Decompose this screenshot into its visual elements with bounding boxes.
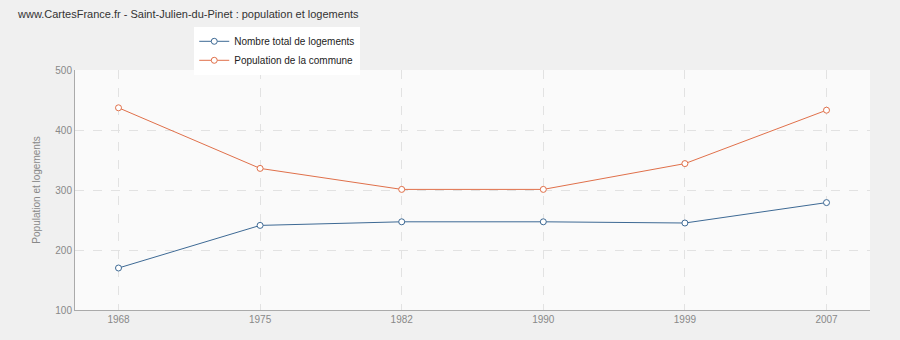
svg-text:Population et logements: Population et logements [31, 136, 42, 243]
svg-text:Population de la commune: Population de la commune [234, 55, 353, 66]
svg-text:1999: 1999 [674, 314, 697, 325]
svg-text:1990: 1990 [532, 314, 555, 325]
svg-text:200: 200 [55, 245, 72, 256]
svg-text:500: 500 [55, 65, 72, 76]
svg-text:400: 400 [55, 125, 72, 136]
svg-text:Nombre total de logements: Nombre total de logements [234, 36, 354, 47]
svg-text:1975: 1975 [249, 314, 272, 325]
svg-text:1982: 1982 [391, 314, 414, 325]
svg-text:2007: 2007 [815, 314, 838, 325]
svg-text:1968: 1968 [107, 314, 130, 325]
svg-text:300: 300 [55, 185, 72, 196]
svg-text:www.CartesFrance.fr - Saint-Ju: www.CartesFrance.fr - Saint-Julien-du-Pi… [17, 8, 359, 20]
svg-text:100: 100 [55, 305, 72, 316]
